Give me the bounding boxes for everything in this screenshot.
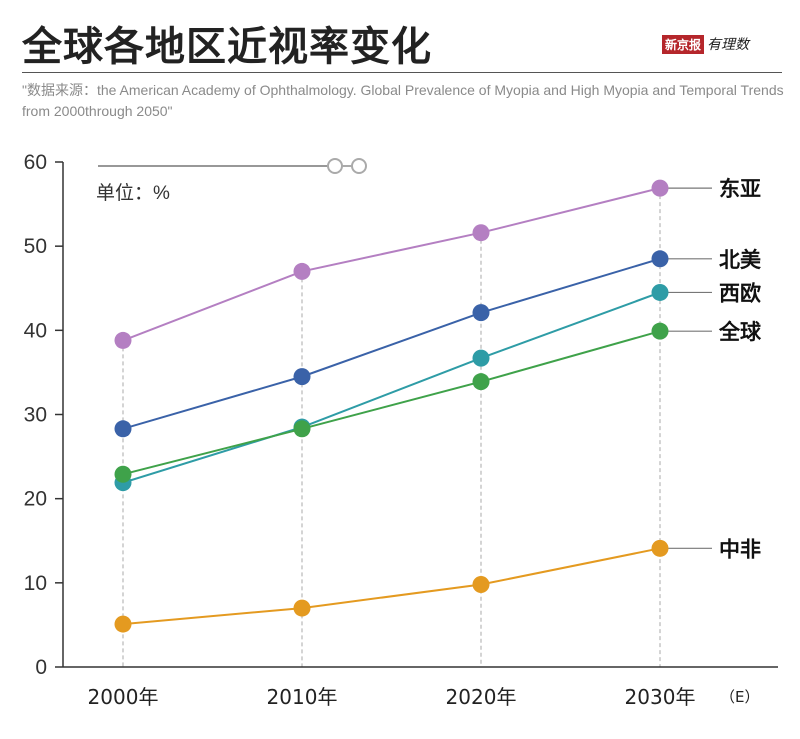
- data-point: [651, 322, 669, 340]
- series-东亚: 东亚: [114, 177, 761, 349]
- data-point: [651, 179, 669, 197]
- data-point: [651, 250, 669, 268]
- unit-label: 单位：%: [96, 182, 170, 204]
- x-tick-label: 2010年: [267, 685, 338, 709]
- title-divider: [22, 72, 782, 73]
- series-label: 全球: [718, 320, 762, 344]
- data-point: [651, 283, 669, 301]
- logo-brand: 新京报: [662, 34, 705, 54]
- series-label: 中非: [719, 537, 761, 561]
- data-point: [472, 224, 490, 242]
- y-tick-label: 30: [24, 404, 47, 427]
- data-point: [472, 349, 490, 367]
- x-tick-label: 2000年: [88, 685, 159, 709]
- source-note: "数据来源：the American Academy of Ophthalmol…: [22, 82, 784, 119]
- data-point: [293, 420, 311, 438]
- series-全球: 全球: [114, 320, 762, 483]
- data-point: [293, 262, 311, 280]
- series-line: [122, 547, 661, 626]
- data-point: [472, 304, 490, 322]
- series-line: [122, 291, 661, 484]
- data-point: [114, 331, 132, 349]
- y-tick-label: 60: [24, 151, 47, 174]
- data-point: [472, 576, 490, 594]
- data-point: [114, 420, 132, 438]
- series-北美: 北美: [114, 248, 761, 438]
- y-tick-label: 20: [24, 488, 47, 511]
- page-title: 全球各地区近视率变化: [22, 24, 432, 70]
- x-tick-label: 2030年: [625, 685, 696, 709]
- series-label: 北美: [719, 248, 761, 272]
- series-label: 西欧: [719, 281, 761, 305]
- series-西欧: 西欧: [114, 281, 761, 492]
- y-tick-label: 0: [35, 656, 47, 679]
- y-tick-label: 50: [24, 235, 47, 258]
- data-point: [472, 373, 490, 391]
- data-point: [651, 539, 669, 557]
- data-point: [293, 368, 311, 386]
- x-estimate-note: （E）: [720, 688, 759, 706]
- unit-decoration: 单位：%: [96, 158, 367, 204]
- data-point: [114, 615, 132, 633]
- data-point: [114, 465, 132, 483]
- series-中非: 中非: [114, 537, 761, 633]
- y-tick-label: 40: [24, 319, 47, 342]
- x-tick-label: 2020年: [446, 685, 517, 709]
- series-label: 东亚: [719, 177, 761, 201]
- data-point: [293, 599, 311, 617]
- logo-column: 有理数: [707, 37, 750, 53]
- series-line: [122, 257, 661, 430]
- series-line: [122, 330, 661, 476]
- series-line: [122, 187, 661, 342]
- y-tick-label: 10: [24, 572, 47, 595]
- logo: 新京报 有理数: [662, 34, 749, 54]
